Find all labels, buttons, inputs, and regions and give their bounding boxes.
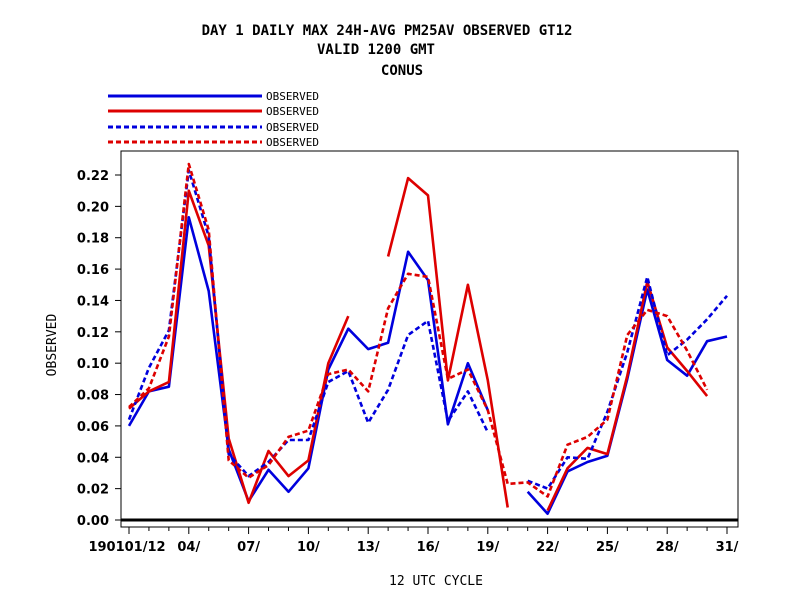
x-tick-label: 28/ <box>656 540 679 555</box>
x-tick-label: 19/ <box>476 540 499 555</box>
chart-title-line-2: VALID 1200 GMT <box>317 42 435 58</box>
legend: OBSERVED OBSERVED OBSERVED OBSERVED <box>108 90 319 149</box>
series-segment <box>546 280 709 512</box>
chart-title-line-3: CONUS <box>381 63 423 79</box>
series-layer <box>127 162 728 516</box>
x-tick-label: 22/ <box>536 540 559 555</box>
legend-label-4: OBSERVED <box>266 136 319 149</box>
y-axis-ticks: 0.00 0.02 0.04 0.06 0.08 0.10 0.12 0.14 0.16 0.18… <box>77 169 121 529</box>
chart-title-line-1: DAY 1 DAILY MAX 24H-AVG PM25AV OBSERVED … <box>202 23 573 39</box>
y-tick-label: 0.12 <box>77 326 109 341</box>
y-tick-label: 0.08 <box>77 389 109 404</box>
series-segment <box>128 189 350 505</box>
series-segment <box>386 176 509 508</box>
x-tick-label: 25/ <box>596 540 619 555</box>
y-tick-label: 0.04 <box>77 451 109 466</box>
x-tick-label: 31/ <box>716 540 739 555</box>
x-tick-label: 07/ <box>237 540 260 555</box>
plot-area <box>120 150 739 528</box>
x-tick-label: 190101/12 <box>88 540 165 555</box>
series-segment <box>128 162 709 498</box>
y-tick-label: 0.00 <box>77 514 109 529</box>
x-tick-label: 04/ <box>177 540 200 555</box>
series-segment <box>527 275 728 490</box>
x-axis-ticks: 190101/12 04/07/10/13/16/19/22/25/28/31/ <box>88 527 739 555</box>
y-tick-label: 0.18 <box>77 232 109 247</box>
legend-label-3: OBSERVED <box>266 121 319 134</box>
x-tick-label: 16/ <box>417 540 440 555</box>
series-segment <box>526 288 728 516</box>
y-tick-label: 0.02 <box>77 483 109 498</box>
series-line-4 <box>128 162 709 498</box>
x-tick-label: 13/ <box>357 540 380 555</box>
series-line-1 <box>127 216 728 516</box>
y-tick-label: 0.10 <box>77 357 109 372</box>
legend-label-2: OBSERVED <box>266 105 319 118</box>
y-tick-label: 0.14 <box>77 294 109 309</box>
x-tick-label: 10/ <box>297 540 320 555</box>
y-tick-label: 0.20 <box>77 200 109 215</box>
x-axis-label: 12 UTC CYCLE <box>389 574 483 589</box>
y-tick-label: 0.22 <box>77 169 109 184</box>
legend-label-1: OBSERVED <box>266 90 319 103</box>
y-tick-label: 0.06 <box>77 420 109 435</box>
y-tick-label: 0.16 <box>77 263 109 278</box>
y-axis-label: OBSERVED <box>45 314 60 377</box>
